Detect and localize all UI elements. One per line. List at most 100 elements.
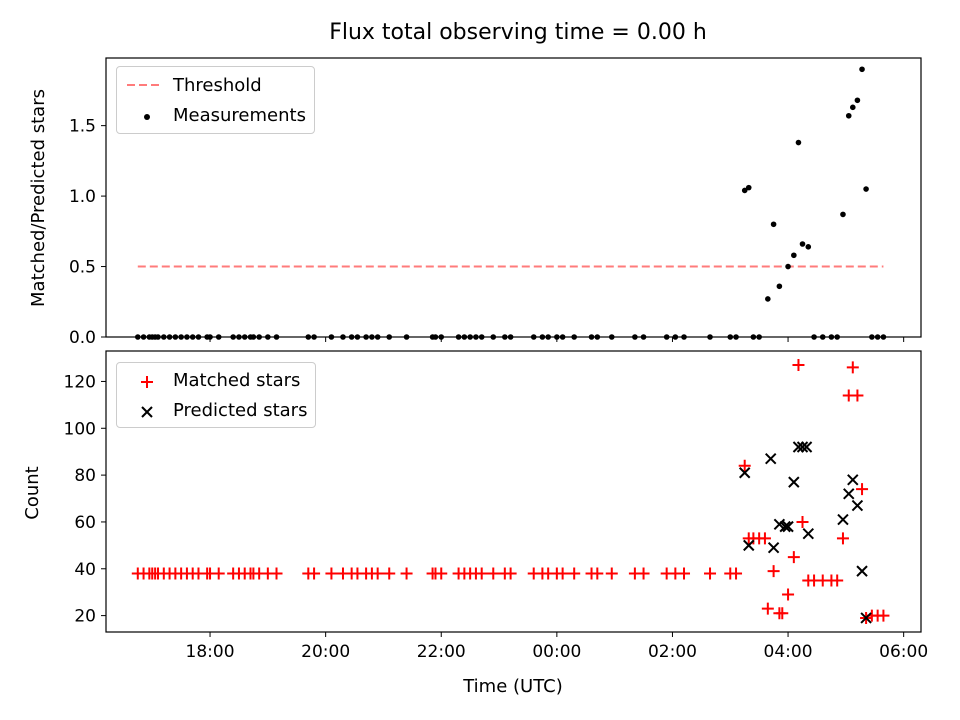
measurement-point: [845, 112, 852, 119]
predicted-star-point: [856, 565, 868, 577]
matched-star-point: [851, 389, 864, 402]
top-legend: Threshold Measurements: [116, 66, 315, 134]
matched-star-point: [383, 567, 396, 580]
matched-star-point: [831, 574, 844, 587]
bottom-legend: Matched stars Predicted stars: [116, 362, 317, 428]
matched-star-point: [270, 567, 283, 580]
legend-label-threshold: Threshold: [173, 74, 262, 96]
matched-star-point: [678, 567, 691, 580]
bottom-y-tick-label: 60: [74, 513, 96, 533]
matched-star-point: [637, 567, 650, 580]
predicted-star-point: [843, 488, 855, 500]
matched-star-point: [504, 567, 517, 580]
measurement-point: [776, 283, 783, 290]
predicted-star-point: [782, 520, 794, 533]
measurement-point: [770, 221, 777, 228]
top-y-tick-label: 0.5: [69, 258, 96, 278]
measurement-point: [859, 66, 865, 73]
measurement-point: [863, 186, 869, 192]
measurement-point: [785, 263, 791, 270]
measurement-point: [849, 104, 856, 111]
matched-star-point: [767, 565, 780, 578]
matched-star-point: [796, 515, 809, 528]
bottom-y-axis-label: Count: [22, 466, 43, 519]
top-y-tick-label: 1.0: [69, 187, 96, 207]
bottom-y-tick-label: 100: [64, 419, 96, 439]
measurement-dot-icon: [117, 100, 173, 130]
matched-star-point: [556, 567, 569, 580]
measurement-point: [854, 97, 861, 104]
predicted-star-point: [860, 612, 872, 624]
predicted-star-point: [765, 453, 777, 465]
predicted-star-point: [779, 520, 791, 533]
predicted-star-point: [802, 527, 814, 540]
matched-star-point: [856, 483, 869, 496]
x-tick-label: 06:00: [879, 642, 928, 662]
matched-star-point: [758, 532, 771, 545]
matched-star-point: [591, 567, 604, 580]
measurement-point: [799, 241, 806, 247]
matched-star-point: [568, 567, 581, 580]
chart-title: Flux total observing time = 0.00 h: [329, 20, 707, 45]
legend-item-predicted: Predicted stars: [117, 395, 315, 425]
legend-label-matched: Matched stars: [173, 369, 301, 391]
predicted-star-point: [773, 518, 786, 530]
bottom-panel-frame: [105, 350, 922, 633]
measurement-point: [795, 139, 802, 146]
bottom-y-tick-label: 20: [74, 607, 96, 627]
top-y-tick-label: 0.0: [69, 328, 96, 348]
predicted-star-point: [837, 513, 849, 526]
measurement-point: [805, 244, 812, 250]
legend-item-measurements: Measurements: [117, 100, 314, 130]
predicted-star-point: [800, 441, 813, 453]
predicted-star-point: [788, 476, 800, 488]
top-panel-frame: [105, 57, 922, 338]
x-tick-label: 22:00: [417, 642, 466, 662]
matched-star-point: [792, 359, 805, 372]
legend-item-matched: Matched stars: [117, 365, 315, 395]
matched-star-point: [877, 609, 890, 622]
measurement-point: [741, 187, 748, 194]
matched-star-point: [212, 567, 225, 580]
cross-marker-icon: [117, 395, 173, 425]
legend-item-threshold: Threshold: [117, 70, 314, 100]
top-y-axis-label: Matched/Predicted stars: [28, 89, 49, 307]
x-tick-label: 00:00: [532, 642, 581, 662]
matched-star-point: [776, 607, 789, 620]
matched-star-point: [846, 361, 859, 374]
predicted-star-point: [743, 539, 755, 552]
legend-label-predicted: Predicted stars: [173, 399, 308, 421]
matched-star-point: [704, 567, 717, 580]
predicted-star-point: [796, 441, 809, 453]
matched-star-point: [836, 532, 849, 545]
matched-star-point: [400, 567, 413, 580]
matched-star-point: [325, 567, 338, 580]
threshold-dash-icon: [117, 70, 173, 100]
matched-star-point: [761, 602, 774, 615]
predicted-star-point: [847, 474, 859, 486]
x-tick-label: 20:00: [301, 642, 350, 662]
predicted-star-point: [851, 499, 864, 512]
bottom-y-tick-label: 120: [64, 372, 96, 392]
measurement-point: [765, 296, 771, 302]
measurement-point: [745, 184, 752, 191]
matched-star-point: [605, 567, 618, 580]
bottom-y-tick-label: 40: [74, 560, 96, 580]
measurement-point: [840, 211, 846, 218]
matched-star-point: [308, 567, 321, 580]
matched-star-point: [787, 551, 800, 564]
bottom-y-tick-label: 80: [74, 466, 96, 486]
predicted-star-point: [767, 541, 780, 554]
predicted-star-point: [738, 467, 751, 479]
matched-star-point: [435, 567, 448, 580]
matched-star-point: [475, 567, 488, 580]
legend-label-measurements: Measurements: [173, 104, 306, 126]
x-tick-label: 04:00: [764, 642, 813, 662]
x-axis-label: Time (UTC): [462, 676, 563, 697]
top-y-tick-label: 1.5: [69, 117, 96, 137]
matched-star-point: [782, 588, 795, 601]
matched-star-point: [487, 567, 500, 580]
matched-star-point: [738, 459, 751, 472]
